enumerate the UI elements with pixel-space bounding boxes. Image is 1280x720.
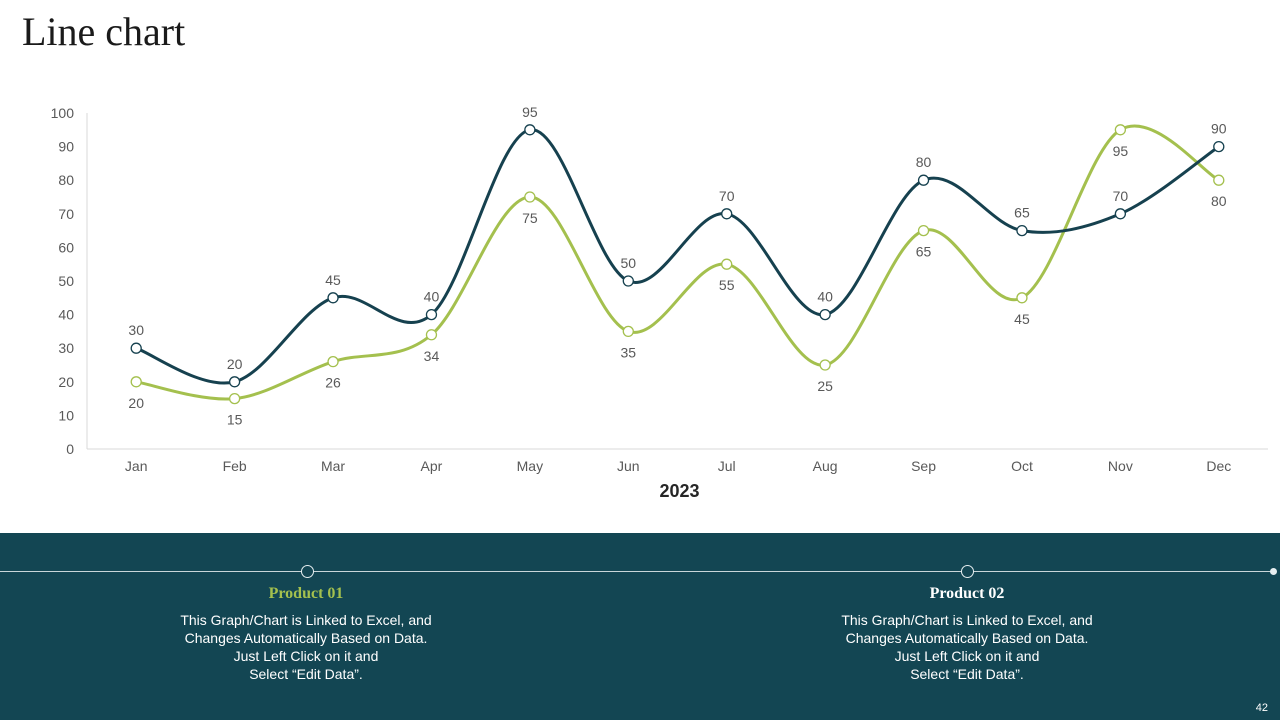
data-label-product-01-nov: 95 xyxy=(1113,143,1129,159)
x-tick-label-jun: Jun xyxy=(617,458,640,474)
y-tick-label-90: 90 xyxy=(58,139,74,155)
data-point-product-02-jul xyxy=(721,208,733,220)
series-line-product-01 xyxy=(134,124,1221,401)
data-label-product-01-oct: 45 xyxy=(1014,311,1030,327)
y-tick-label-0: 0 xyxy=(66,441,74,457)
data-point-product-02-may xyxy=(524,124,536,136)
data-point-product-02-apr xyxy=(425,308,438,321)
timeline-line xyxy=(0,571,1275,572)
timeline-node-product-02 xyxy=(961,565,974,578)
product-02-card: Product 02 This Graph/Chart is Linked to… xyxy=(807,585,1127,683)
data-label-product-02-may: 95 xyxy=(522,104,538,120)
x-tick-label-nov: Nov xyxy=(1108,458,1133,474)
line-chart[interactable]: 0 10 20 30 40 50 60 70 80 90 100 Jan Feb Mar Apr May Jun… xyxy=(0,0,1280,530)
y-tick-label-30: 30 xyxy=(58,340,74,356)
data-label-product-01-may: 75 xyxy=(522,210,538,226)
x-axis-title: 2023 xyxy=(659,481,699,501)
x-tick-label-jul: Jul xyxy=(718,458,736,474)
data-label-product-01-feb: 15 xyxy=(227,412,243,428)
data-point-product-02-jan xyxy=(130,342,142,354)
data-point-product-01-mar xyxy=(327,355,339,368)
data-point-product-01-jan xyxy=(130,376,142,388)
data-label-product-01-apr: 34 xyxy=(424,348,440,364)
data-point-product-02-oct xyxy=(1016,224,1028,237)
data-label-product-02-dec: 90 xyxy=(1211,121,1227,137)
data-point-product-01-may xyxy=(524,191,536,203)
page-number: 42 xyxy=(1255,702,1268,714)
y-tick-label-60: 60 xyxy=(58,239,74,255)
x-tick-label-aug: Aug xyxy=(813,458,838,474)
product-legend-panel: Product 01 This Graph/Chart is Linked to… xyxy=(0,533,1280,720)
data-point-product-01-jun xyxy=(622,325,634,338)
data-label-product-01-jul: 55 xyxy=(719,277,735,293)
product-02-description: This Graph/Chart is Linked to Excel, and… xyxy=(841,612,1093,682)
data-point-product-02-aug xyxy=(819,308,831,321)
y-tick-label-100: 100 xyxy=(51,105,75,121)
y-tick-label-20: 20 xyxy=(58,374,74,390)
x-tick-label-oct: Oct xyxy=(1011,458,1033,474)
product-01-description: This Graph/Chart is Linked to Excel, and… xyxy=(180,612,432,682)
data-point-product-02-mar xyxy=(327,292,339,304)
data-point-product-01-oct xyxy=(1016,292,1028,304)
data-point-product-02-nov xyxy=(1114,208,1127,220)
x-tick-label-mar: Mar xyxy=(321,458,345,474)
series-line-product-02 xyxy=(134,128,1221,385)
data-label-product-01-jan: 20 xyxy=(128,395,144,411)
data-label-product-02-jun: 50 xyxy=(621,255,637,271)
data-point-product-02-jun xyxy=(622,275,634,287)
data-point-product-01-feb xyxy=(228,392,241,405)
data-label-product-02-mar: 45 xyxy=(325,272,341,288)
data-point-product-01-aug xyxy=(819,359,831,371)
data-point-product-01-dec xyxy=(1213,174,1225,186)
data-point-product-02-dec xyxy=(1213,140,1225,153)
data-point-product-01-nov xyxy=(1114,124,1127,136)
data-point-product-02-sep xyxy=(917,174,930,186)
x-tick-label-jan: Jan xyxy=(125,458,148,474)
timeline-node-product-01 xyxy=(301,565,314,578)
y-tick-label-70: 70 xyxy=(58,206,74,222)
data-point-product-01-sep xyxy=(917,224,930,237)
product-01-card: Product 01 This Graph/Chart is Linked to… xyxy=(146,585,466,683)
y-tick-label-40: 40 xyxy=(58,307,74,323)
x-tick-label-sep: Sep xyxy=(911,458,936,474)
data-label-product-01-sep: 65 xyxy=(916,244,932,260)
data-label-product-01-mar: 26 xyxy=(325,375,341,391)
x-tick-label-feb: Feb xyxy=(223,458,247,474)
x-tick-label-may: May xyxy=(517,458,543,474)
data-label-product-02-oct: 65 xyxy=(1014,205,1030,221)
timeline-end-dot xyxy=(1270,568,1277,575)
data-label-product-02-jul: 70 xyxy=(719,188,735,204)
slide-title: Line chart xyxy=(22,9,186,54)
data-label-product-02-nov: 70 xyxy=(1113,188,1129,204)
data-point-product-02-feb xyxy=(228,376,241,388)
data-label-product-02-jan: 30 xyxy=(128,322,144,338)
data-label-product-02-sep: 80 xyxy=(916,154,932,170)
data-label-product-02-feb: 20 xyxy=(227,356,243,372)
data-point-product-01-jul xyxy=(721,258,733,270)
data-label-product-02-apr: 40 xyxy=(424,289,440,305)
x-tick-label-dec: Dec xyxy=(1206,458,1231,474)
x-tick-label-apr: Apr xyxy=(421,458,443,474)
y-tick-label-80: 80 xyxy=(58,172,74,188)
data-label-product-01-dec: 80 xyxy=(1211,193,1227,209)
y-tick-label-10: 10 xyxy=(58,407,74,423)
data-point-product-01-apr xyxy=(425,329,438,341)
product-01-title: Product 01 xyxy=(268,585,344,602)
data-label-product-01-jun: 35 xyxy=(621,344,637,360)
y-tick-label-50: 50 xyxy=(58,273,74,289)
data-label-product-01-aug: 25 xyxy=(817,378,833,394)
product-02-title: Product 02 xyxy=(929,585,1005,602)
data-label-product-02-aug: 40 xyxy=(817,289,833,305)
